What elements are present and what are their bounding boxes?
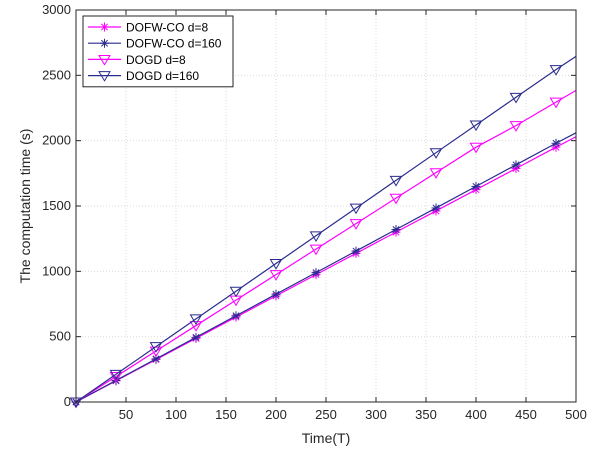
triangle-marker: [189, 321, 203, 332]
triangle-marker: [269, 259, 283, 270]
triangle-marker: [309, 231, 323, 242]
x-tick-label: 500: [565, 407, 587, 422]
triangle-marker: [429, 148, 443, 159]
triangle-marker: [549, 65, 563, 76]
tick-labels: 50 100 150 200 250 300 350 400 450 500 0 500 1000 150…: [42, 2, 587, 422]
asterisk-marker: [471, 181, 481, 191]
axis-ticks: [76, 9, 577, 403]
legend-label: DOFW-CO d=160: [126, 37, 222, 51]
series-line: [75, 55, 577, 403]
asterisk-marker: [351, 246, 361, 256]
triangle-marker: [229, 286, 243, 298]
asterisk-marker: [100, 38, 109, 48]
series-line: [75, 132, 577, 403]
triangle-marker: [149, 342, 163, 353]
series-line: [75, 89, 577, 403]
x-tick-label: 400: [465, 407, 487, 422]
x-tick-label: 250: [315, 407, 337, 422]
asterisk-marker: [271, 289, 281, 299]
asterisk-marker: [191, 332, 201, 342]
asterisk-marker: [431, 203, 441, 213]
x-tick-label: 150: [215, 407, 237, 422]
legend-item: DOFW-CO d=8: [88, 21, 208, 35]
triangle-marker: [429, 168, 443, 179]
asterisk-marker: [391, 225, 401, 235]
triangle-marker: [469, 142, 483, 154]
y-tick-label: 0: [64, 394, 71, 409]
legend: DOFW-CO d=8 DOFW-CO d=160 DOGD d=8 DOGD d=1…: [82, 15, 234, 88]
legend-label: DOGD d=8: [126, 53, 186, 67]
triangle-marker: [389, 193, 403, 205]
y-tick-label: 500: [49, 329, 71, 344]
y-tick-label: 1000: [42, 263, 71, 278]
plot-frame: [75, 9, 577, 403]
y-tick-label: 2500: [42, 67, 71, 82]
grid-lines: [76, 10, 576, 402]
asterisk-marker: [551, 138, 561, 148]
triangle-marker: [269, 270, 283, 281]
series-4: [69, 55, 577, 409]
y-tick-label: 2000: [42, 133, 71, 148]
asterisk-marker: [311, 268, 321, 278]
legend-item: DOGD d=160: [88, 69, 199, 83]
asterisk-marker: [511, 160, 521, 170]
triangle-marker: [109, 372, 123, 383]
triangle-marker: [98, 54, 111, 66]
triangle-marker: [98, 71, 111, 82]
triangle-marker: [309, 244, 323, 256]
y-tick-label: 3000: [42, 2, 71, 17]
triangle-marker: [349, 203, 363, 215]
y-axis-title: The computation time (s): [17, 129, 33, 284]
y-tick-label: 1500: [42, 198, 71, 213]
triangle-marker: [469, 120, 483, 132]
series-line: [75, 136, 577, 403]
x-tick-label: 200: [265, 407, 287, 422]
asterisk-marker: [100, 22, 109, 32]
triangle-marker: [509, 92, 523, 104]
triangle-marker: [509, 121, 523, 132]
triangle-marker: [349, 219, 363, 230]
x-tick-label: 50: [119, 407, 133, 422]
x-axis-title: Time(T): [302, 430, 350, 446]
asterisk-marker: [151, 354, 161, 364]
x-tick-label: 300: [365, 407, 387, 422]
legend-item: DOGD d=8: [88, 53, 186, 67]
triangle-marker: [189, 314, 203, 326]
triangle-marker: [389, 175, 403, 187]
triangle-marker: [549, 97, 563, 109]
x-tick-label: 350: [415, 407, 437, 422]
legend-label: DOGD d=160: [126, 69, 199, 83]
legend-label: DOFW-CO d=8: [126, 21, 208, 35]
x-tick-label: 450: [515, 407, 537, 422]
series-group: [69, 55, 577, 409]
legend-item: DOFW-CO d=160: [88, 37, 222, 51]
asterisk-marker: [231, 311, 241, 321]
triangle-marker: [109, 369, 123, 381]
x-tick-label: 100: [165, 407, 187, 422]
